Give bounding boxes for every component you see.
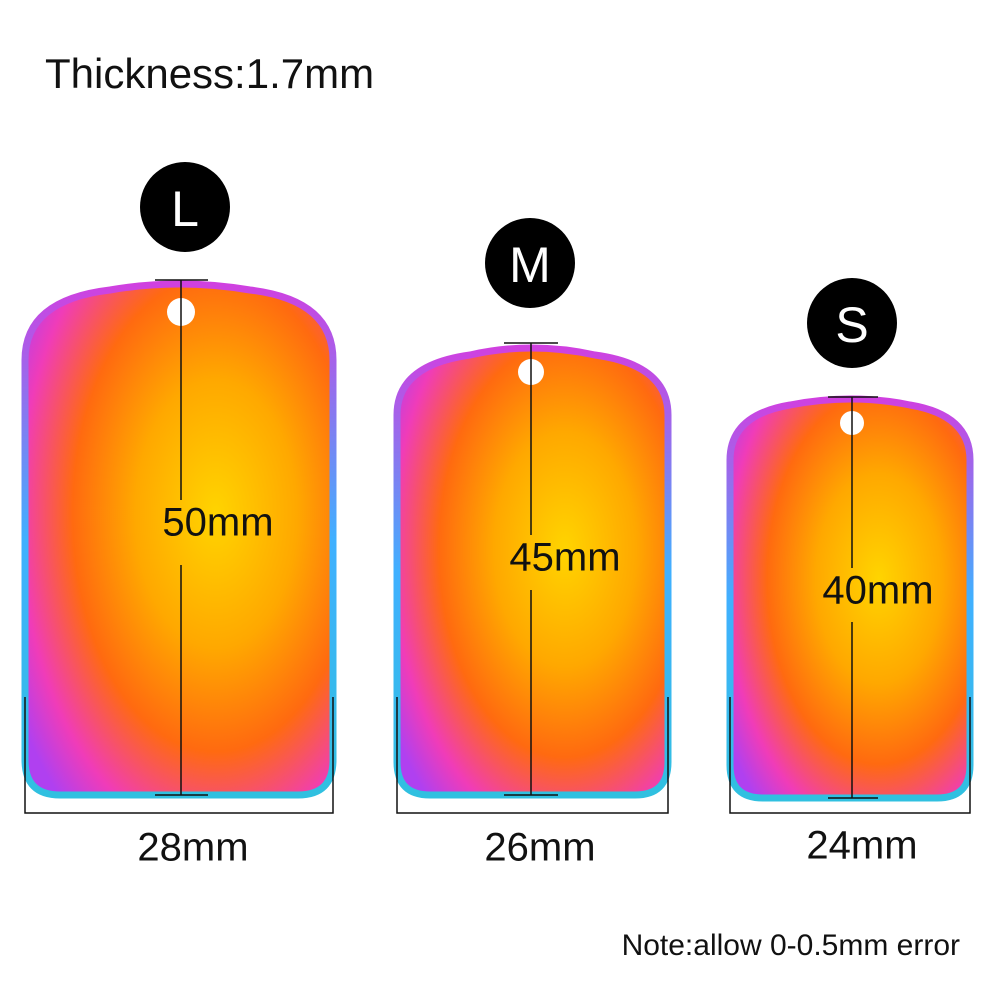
width-bracket [396, 697, 669, 814]
size-badge [485, 218, 575, 308]
note: Note:allow 0-0.5mm error [622, 929, 960, 962]
size-letter: L [171, 181, 199, 237]
size-letter: S [835, 297, 868, 353]
height-label: 40mm [822, 569, 933, 613]
tag-medium: M 45mm 26mm [393, 218, 672, 870]
tag-body [726, 395, 974, 802]
tag-large: L 50mm 28mm [21, 162, 337, 870]
title: Thickness:1.7mm [45, 50, 374, 97]
width-bracket [729, 697, 971, 814]
tag-small: S 40mm 24mm [726, 278, 974, 868]
height-line [828, 396, 878, 799]
height-line [155, 279, 208, 796]
size-letter: M [509, 237, 551, 293]
height-line [504, 342, 558, 796]
size-badge [807, 278, 897, 368]
width-label: 24mm [806, 824, 917, 868]
width-label: 28mm [137, 826, 248, 870]
height-label: 50mm [162, 501, 273, 545]
height-label: 45mm [509, 536, 620, 580]
width-label: 26mm [484, 826, 595, 870]
tag-body [21, 280, 337, 799]
size-badge [140, 162, 230, 252]
width-bracket [24, 697, 334, 814]
tag-body [393, 344, 672, 799]
